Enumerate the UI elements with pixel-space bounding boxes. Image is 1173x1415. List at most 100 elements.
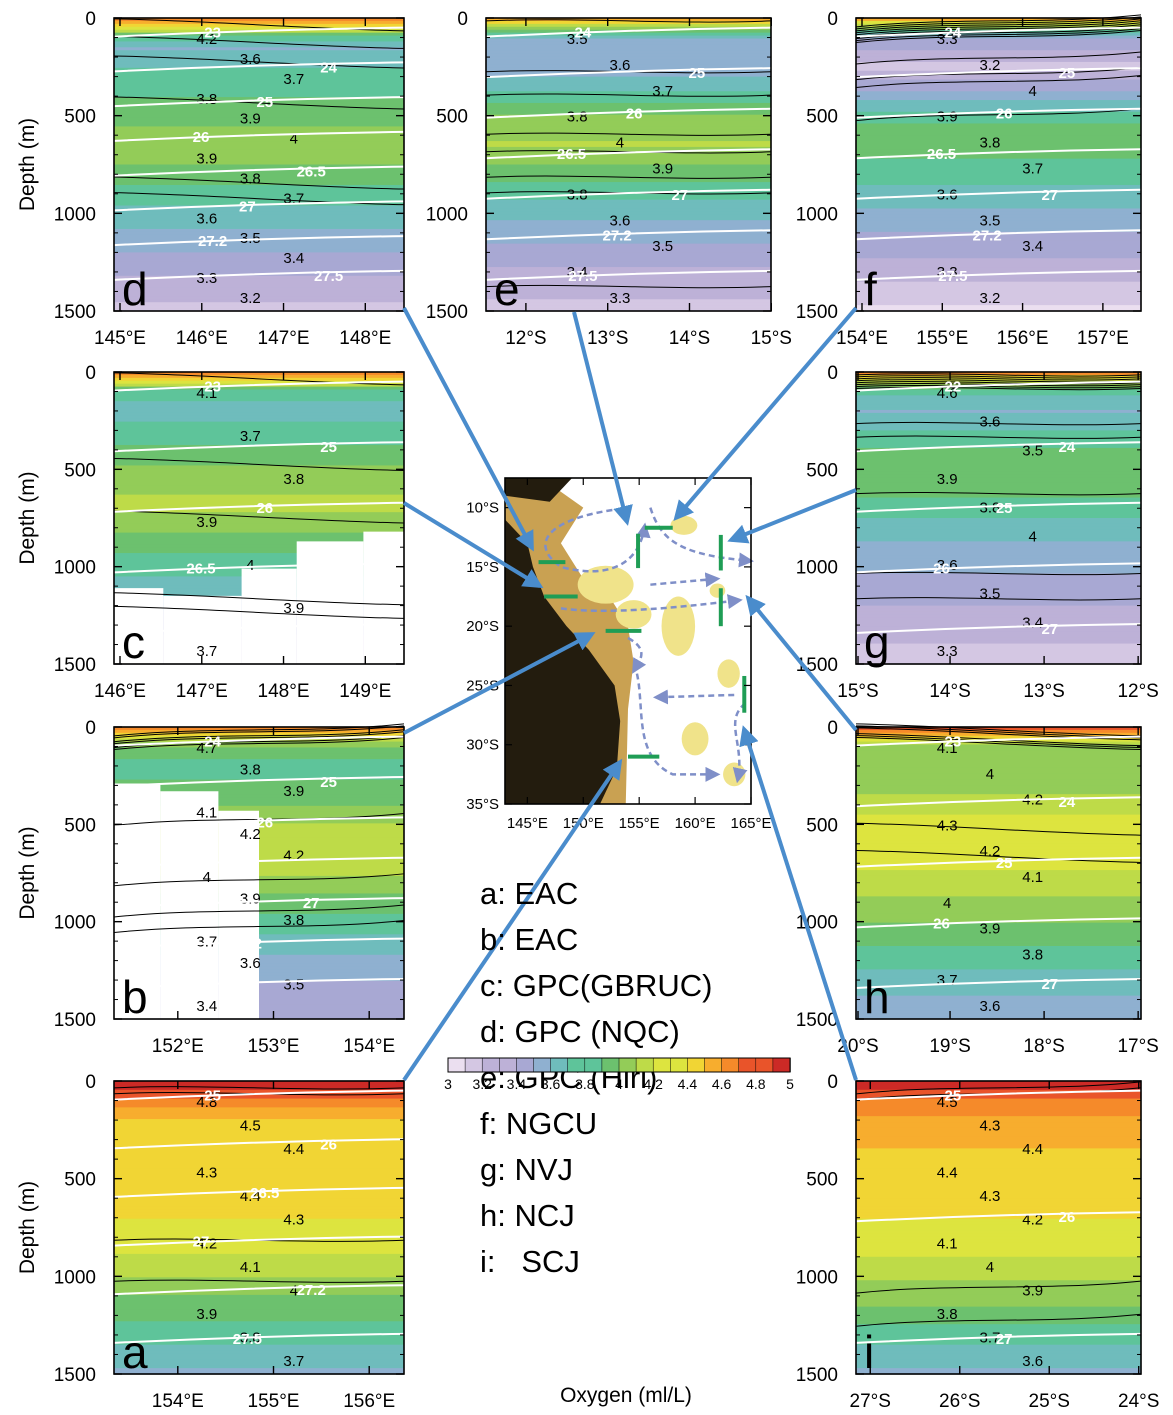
map-frame xyxy=(504,477,752,805)
oxygen-band xyxy=(114,427,404,431)
oxygen-contour-label: 3.7 xyxy=(937,972,958,989)
oxygen-band xyxy=(486,35,771,40)
oxygen-band xyxy=(114,1089,404,1094)
oxygen-band xyxy=(114,176,404,180)
oxygen-band xyxy=(856,187,1141,192)
oxygen-band xyxy=(856,1183,1141,1188)
y-tick-label: 0 xyxy=(827,1072,838,1093)
oxygen-band xyxy=(856,873,1141,877)
oxygen-band xyxy=(856,299,1141,303)
oxygen-band xyxy=(114,547,404,551)
oxygen-band xyxy=(114,88,404,92)
oxygen-band xyxy=(114,1142,404,1147)
oxygen-contour-label: 3.9 xyxy=(196,514,217,531)
oxygen-band xyxy=(114,456,404,461)
density-contour xyxy=(855,441,1142,453)
oxygen-band xyxy=(856,1130,1141,1135)
oxygen-band xyxy=(856,602,1141,607)
density-contour xyxy=(113,96,405,108)
oxygen-contour-label: 3.2 xyxy=(980,290,1001,307)
density-contour xyxy=(485,269,772,281)
oxygen-contour-label: 4.8 xyxy=(196,1094,217,1111)
oxygen-band xyxy=(856,372,1141,376)
density-contour xyxy=(485,229,772,241)
density-contour-label: 27 xyxy=(193,1234,210,1251)
oxygen-band xyxy=(114,485,404,490)
oxygen-band xyxy=(114,1297,404,1302)
density-contour xyxy=(855,188,1142,200)
oxygen-band xyxy=(856,561,1141,566)
y-tick-label: 500 xyxy=(806,1170,838,1191)
oxygen-band xyxy=(114,1098,404,1103)
oxygen-band xyxy=(856,173,1141,177)
oxygen-band xyxy=(114,50,404,54)
map-lat-label: 35°S xyxy=(466,796,499,813)
density-contour xyxy=(113,735,405,747)
oxygen-band xyxy=(856,494,1141,499)
oxygen-band xyxy=(856,767,1141,772)
density-contour-label: 24 xyxy=(1059,794,1076,811)
oxygen-band xyxy=(486,76,771,81)
panel-frame xyxy=(485,17,772,312)
density-contour-label: 27 xyxy=(303,621,320,638)
density-contour xyxy=(855,796,1142,808)
oxygen-band xyxy=(114,1350,404,1355)
oxygen-band xyxy=(856,899,1141,903)
oxygen-band xyxy=(114,111,404,116)
oxygen-contour-label: 3.5 xyxy=(980,212,1001,229)
y-tick-label: 1500 xyxy=(54,1365,96,1386)
oxygen-band xyxy=(114,199,404,204)
colorbar-tick-label: 4.8 xyxy=(746,1076,766,1092)
oxygen-contour-label: 3.9 xyxy=(937,109,958,126)
oxygen-contour-label: 4.2 xyxy=(1022,1212,1043,1229)
oxygen-band xyxy=(114,1283,404,1287)
oxygen-band xyxy=(486,217,771,221)
oxygen-band xyxy=(856,550,1141,554)
map-lon-label: 165°E xyxy=(730,815,771,832)
oxygen-band xyxy=(856,890,1141,895)
oxygen-band xyxy=(114,1104,404,1108)
colorbar-tick-label: 3 xyxy=(444,1076,452,1092)
oxygen-band xyxy=(486,269,771,274)
oxygen-band xyxy=(486,281,771,286)
x-tick-label: 147°E xyxy=(258,328,310,349)
oxygen-band xyxy=(486,155,771,160)
oxygen-contour-label: 3.6 xyxy=(980,414,1001,431)
oxygen-band xyxy=(114,179,404,183)
density-contour xyxy=(855,380,1142,392)
oxygen-band xyxy=(856,114,1141,119)
oxygen-contour-label: 4.4 xyxy=(937,1165,958,1182)
oxygen-band xyxy=(856,1253,1141,1258)
connector-arrow xyxy=(402,758,623,1082)
oxygen-band xyxy=(486,267,771,271)
density-contour-label: 25 xyxy=(996,855,1013,872)
colorbar-tick-label: 4 xyxy=(615,1076,623,1092)
y-tick-label: 0 xyxy=(457,9,468,30)
oxygen-band xyxy=(856,1104,1141,1108)
oxygen-band xyxy=(114,1338,404,1343)
oxygen-band xyxy=(856,1177,1141,1182)
oxygen-band xyxy=(856,1312,1141,1316)
oxygen-band xyxy=(114,1107,404,1111)
oxygen-band xyxy=(856,305,1141,309)
density-contour-label: 27.5 xyxy=(198,976,227,993)
density-contour xyxy=(113,856,405,868)
density-contour xyxy=(855,856,1142,868)
legend-item-d: d: GPC (NQC) xyxy=(480,1014,680,1049)
oxygen-band xyxy=(114,132,404,136)
oxygen-band xyxy=(856,1315,1141,1319)
x-tick-label: 148°E xyxy=(339,328,391,349)
y-tick-label: 0 xyxy=(827,9,838,30)
oxygen-contour xyxy=(855,377,1142,381)
oxygen-band xyxy=(856,840,1141,845)
oxygen-band xyxy=(856,1201,1141,1205)
oxygen-contour-label: 3.7 xyxy=(652,83,673,100)
oxygen-band xyxy=(856,255,1141,259)
oxygen-band xyxy=(114,1347,404,1352)
oxygen-band xyxy=(114,1327,404,1331)
oxygen-band xyxy=(114,1353,404,1358)
colorbar-swatch xyxy=(738,1057,757,1073)
density-contour xyxy=(113,622,405,634)
oxygen-band xyxy=(114,146,404,151)
oxygen-contour-label: 3.2 xyxy=(240,290,261,307)
